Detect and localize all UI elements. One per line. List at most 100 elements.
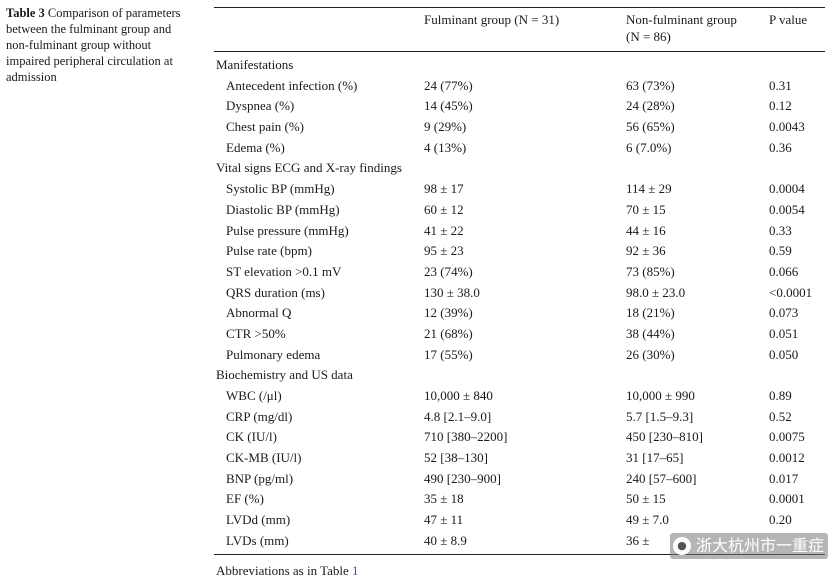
header-nonfulminant-line1: Non-fulminant group <box>626 12 737 27</box>
table-row: Pulse pressure (mmHg) 41 ± 22 44 ± 16 0.33 <box>216 221 825 242</box>
pvalue-cell: 0.52 <box>769 408 792 424</box>
table-bottom-rule <box>214 554 825 555</box>
table-row: ST elevation >0.1 mV 23 (74%) 73 (85%) 0.06… <box>216 262 825 283</box>
header-nonfulminant-line2: (N = 86) <box>626 29 671 44</box>
nonfulminant-cell: 92 ± 36 <box>626 243 666 259</box>
pvalue-cell: 0.0004 <box>769 181 805 197</box>
param-cell: LVDs (mm) <box>226 532 289 548</box>
nonfulminant-cell: 18 (21%) <box>626 305 675 321</box>
fulminant-cell: 490 [230–900] <box>424 470 501 486</box>
pvalue-cell: 0.050 <box>769 346 799 362</box>
footnote-text: Abbreviations as in Table <box>216 563 353 578</box>
section-title: Biochemistry and US data <box>216 367 353 383</box>
table-footnote: Abbreviations as in Table 1 <box>216 562 359 579</box>
fulminant-cell: 10,000 ± 840 <box>424 388 493 403</box>
fulminant-cell: 47 ± 11 <box>424 512 464 528</box>
param-cell: QRS duration (ms) <box>226 284 325 300</box>
fulminant-cell: 12 (39%) <box>424 305 473 321</box>
nonfulminant-cell: 240 [57–600] <box>626 470 697 486</box>
nonfulminant-cell: 44 ± 16 <box>626 222 666 238</box>
fulminant-cell: 4 (13%) <box>424 139 467 155</box>
param-cell: Systolic BP (mmHg) <box>226 181 335 197</box>
table-row: Pulse rate (bpm) 95 ± 23 92 ± 36 0.59 <box>216 241 825 262</box>
table-row: EF (%) 35 ± 18 50 ± 15 0.0001 <box>216 489 825 510</box>
pvalue-cell: 0.12 <box>769 98 792 114</box>
fulminant-cell: 60 ± 12 <box>424 201 464 217</box>
fulminant-cell: 24 (77%) <box>424 77 473 93</box>
pvalue-cell: 0.073 <box>769 305 799 321</box>
pvalue-cell: 0.59 <box>769 243 792 259</box>
param-cell: EF (%) <box>226 491 264 507</box>
param-cell: WBC (/μl) <box>226 388 282 403</box>
fulminant-cell: 41 ± 22 <box>424 222 464 238</box>
pvalue-cell: 0.33 <box>769 222 792 238</box>
param-cell: CK (IU/l) <box>226 429 277 445</box>
table-caption: Table 3 Comparison of parameters between… <box>6 5 196 85</box>
table-row: LVDs (mm) 40 ± 8.9 36 ± <box>216 531 825 552</box>
param-cell: Abnormal Q <box>226 305 292 321</box>
pvalue-cell: 0.017 <box>769 470 799 486</box>
nonfulminant-cell: 10,000 ± 990 <box>626 388 695 403</box>
header-fulminant: Fulminant group (N = 31) <box>424 12 560 27</box>
table-top-rule <box>214 7 825 8</box>
table-header-rule <box>214 51 825 52</box>
param-cell: Antecedent infection (%) <box>226 77 358 93</box>
section-title: Vital signs ECG and X-ray findings <box>216 160 402 176</box>
param-cell: CRP (mg/dl) <box>226 408 293 424</box>
fulminant-cell: 35 ± 18 <box>424 491 464 507</box>
nonfulminant-cell: 114 ± 29 <box>626 181 672 197</box>
nonfulminant-cell: 70 ± 15 <box>626 201 666 217</box>
table-row: Edema (%) 4 (13%) 6 (7.0%) 0.36 <box>216 138 825 159</box>
table-row: CK-MB (IU/l) 52 [38–130] 31 [17–65] 0.0012 <box>216 448 825 469</box>
nonfulminant-cell: 38 (44%) <box>626 325 675 341</box>
nonfulminant-cell: 73 (85%) <box>626 263 675 279</box>
fulminant-cell: 23 (74%) <box>424 263 473 279</box>
table-row: Antecedent infection (%) 24 (77%) 63 (73%)… <box>216 76 825 97</box>
nonfulminant-cell: 56 (65%) <box>626 119 675 135</box>
section-title: Manifestations <box>216 57 294 72</box>
section-header-row: Biochemistry and US data <box>216 365 825 386</box>
table-row: Chest pain (%) 9 (29%) 56 (65%) 0.0043 <box>216 117 825 138</box>
fulminant-cell: 130 ± 38.0 <box>424 284 480 300</box>
fulminant-cell: 52 [38–130] <box>424 450 488 466</box>
pvalue-cell: 0.31 <box>769 77 792 93</box>
table-row: Dyspnea (%) 14 (45%) 24 (28%) 0.12 <box>216 96 825 117</box>
watermark: ● 浙大杭州市一重症 <box>669 533 828 559</box>
header-nonfulminant: Non-fulminant group (N = 86) <box>626 11 737 45</box>
pvalue-cell: 0.89 <box>769 388 792 403</box>
caption-text: Comparison of parameters between the ful… <box>6 6 181 84</box>
section-header-row: Vital signs ECG and X-ray findings <box>216 158 825 179</box>
table-row: Systolic BP (mmHg) 98 ± 17 114 ± 29 0.0004 <box>216 179 825 200</box>
nonfulminant-cell: 63 (73%) <box>626 77 675 93</box>
param-cell: Dyspnea (%) <box>226 98 295 114</box>
table-row: Diastolic BP (mmHg) 60 ± 12 70 ± 15 0.0054 <box>216 200 825 221</box>
param-cell: ST elevation >0.1 mV <box>226 263 342 279</box>
pvalue-cell: 0.0043 <box>769 119 805 135</box>
pvalue-cell: 0.20 <box>769 512 792 528</box>
fulminant-cell: 14 (45%) <box>424 98 473 114</box>
pvalue-cell: 0.0075 <box>769 429 805 445</box>
pvalue-cell: 0.36 <box>769 139 792 155</box>
param-cell: Pulse pressure (mmHg) <box>226 222 349 238</box>
table-body: Manifestations Antecedent infection (%) 24… <box>216 55 825 552</box>
header-pvalue: P value <box>769 12 808 27</box>
footnote-table-link[interactable]: 1 <box>352 563 359 578</box>
param-cell: Pulmonary edema <box>226 346 321 362</box>
param-cell: Diastolic BP (mmHg) <box>226 201 340 217</box>
pvalue-cell: 0.051 <box>769 325 799 341</box>
caption-label: Table 3 <box>6 6 45 20</box>
table-row: CTR >50% 21 (68%) 38 (44%) 0.051 <box>216 324 825 345</box>
table-row: LVDd (mm) 47 ± 11 49 ± 7.0 0.20 <box>216 510 825 531</box>
fulminant-cell: 9 (29%) <box>424 119 467 135</box>
table-row: CK (IU/l) 710 [380–2200] 450 [230–810] 0.00… <box>216 427 825 448</box>
nonfulminant-cell: 36 ± <box>626 532 650 548</box>
param-cell: CTR >50% <box>226 325 286 341</box>
fulminant-cell: 17 (55%) <box>424 346 473 362</box>
section-header-row: Manifestations <box>216 55 825 76</box>
table-row: CRP (mg/dl) 4.8 [2.1–9.0] 5.7 [1.5–9.3] 0.5… <box>216 407 825 428</box>
param-cell: Edema (%) <box>226 139 285 155</box>
fulminant-cell: 40 ± 8.9 <box>424 532 467 548</box>
fulminant-cell: 98 ± 17 <box>424 181 464 197</box>
pvalue-cell: 0.0001 <box>769 491 805 507</box>
nonfulminant-cell: 6 (7.0%) <box>626 139 672 155</box>
